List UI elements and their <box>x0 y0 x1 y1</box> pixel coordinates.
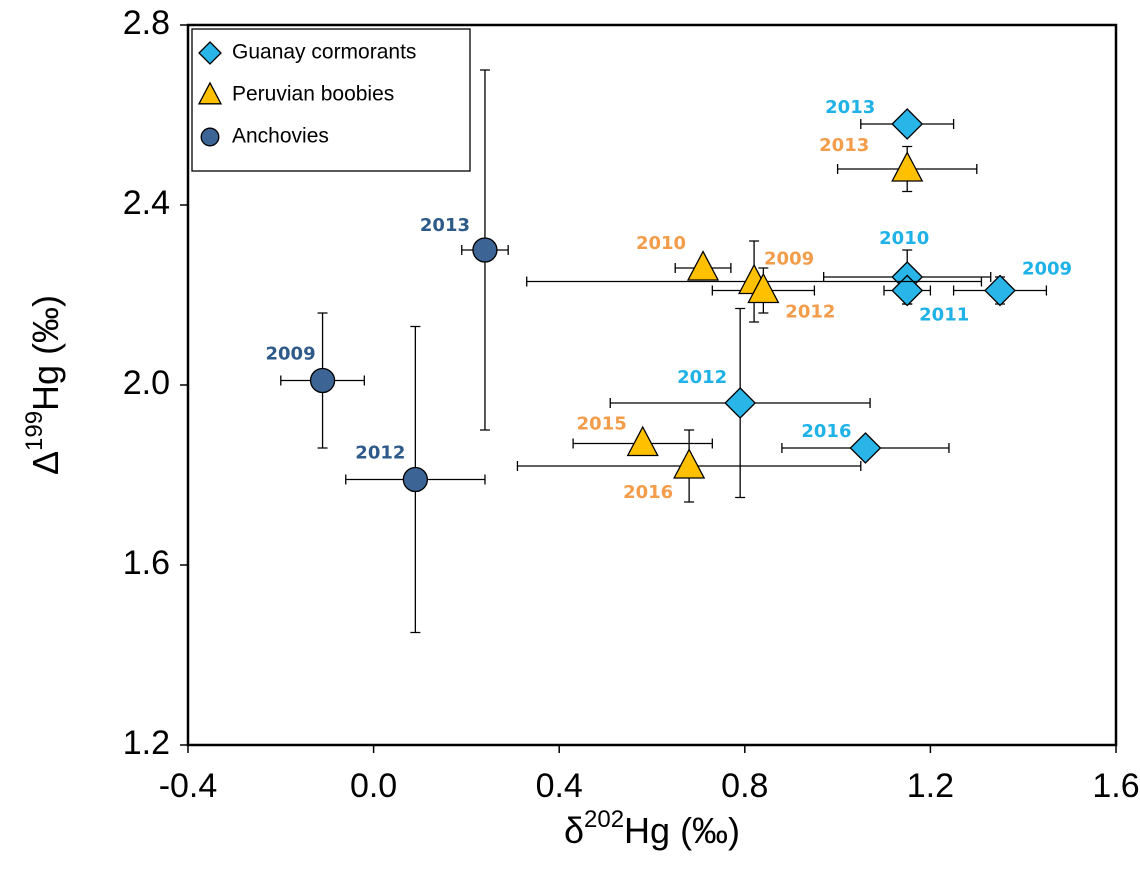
year-label: 2012 <box>677 367 727 388</box>
x-tick-label: 1.2 <box>907 767 954 805</box>
x-tick-label: 0.0 <box>350 767 397 805</box>
y-tick-label: 2.8 <box>123 4 170 42</box>
diamond-marker <box>849 432 882 464</box>
year-label: 2011 <box>919 305 969 326</box>
diamond-marker <box>891 274 924 307</box>
legend-marker <box>200 127 220 147</box>
year-label: 2012 <box>785 302 835 323</box>
circle-marker <box>309 367 336 394</box>
circle-marker <box>402 466 429 493</box>
y-label-suffix: Hg (‰) <box>25 295 66 411</box>
legend-marker <box>197 81 223 105</box>
legend-label: Guanay cormorants <box>232 41 416 64</box>
x-tick-label: -0.4 <box>159 767 218 805</box>
circle-marker <box>472 237 498 263</box>
year-label: 2010 <box>879 228 929 249</box>
x-tick-label: 1.6 <box>1092 767 1139 805</box>
year-label: 2013 <box>819 135 869 156</box>
diamond-marker <box>891 108 924 140</box>
triangle-marker <box>891 151 924 182</box>
legend-box <box>191 28 471 172</box>
legend-label: Anchovies <box>232 125 329 148</box>
year-label: 2010 <box>636 233 686 254</box>
year-label: 2016 <box>623 482 673 503</box>
year-label: 2013 <box>420 215 470 236</box>
legend-marker <box>198 41 222 65</box>
triangle-marker <box>673 448 706 479</box>
year-label: 2015 <box>577 414 627 435</box>
x-label-suffix: Hg (‰) <box>624 810 740 851</box>
y-tick-label: 2.0 <box>123 364 170 402</box>
y-label-prefix: Δ <box>25 451 66 475</box>
year-label: 2009 <box>266 344 316 365</box>
x-label-prefix: δ <box>564 810 584 851</box>
triangle-marker <box>626 425 659 457</box>
year-label: 2009 <box>764 249 814 270</box>
plot-frame <box>186 23 1118 747</box>
x-tick-label: 0.8 <box>721 767 768 805</box>
y-tick-label: 2.4 <box>123 184 170 222</box>
year-label: 2016 <box>801 421 851 442</box>
x-label-sup: 202 <box>584 806 624 833</box>
y-tick-label: 1.6 <box>123 544 170 582</box>
year-label: 2009 <box>1022 259 1072 280</box>
x-axis-label: δ202Hg (‰) <box>564 806 740 850</box>
y-axis-label: Δ199Hg (‰) <box>21 295 65 475</box>
x-tick-label: 0.4 <box>536 767 583 805</box>
y-label-sup: 199 <box>21 411 48 451</box>
y-tick-label: 1.2 <box>123 724 170 762</box>
year-label: 2013 <box>825 97 875 118</box>
diamond-marker <box>984 274 1016 307</box>
triangle-marker <box>686 250 720 281</box>
legend-label: Peruvian boobies <box>232 83 394 106</box>
triangle-marker <box>747 272 780 304</box>
diamond-marker <box>724 387 757 419</box>
year-label: 2012 <box>355 443 405 464</box>
